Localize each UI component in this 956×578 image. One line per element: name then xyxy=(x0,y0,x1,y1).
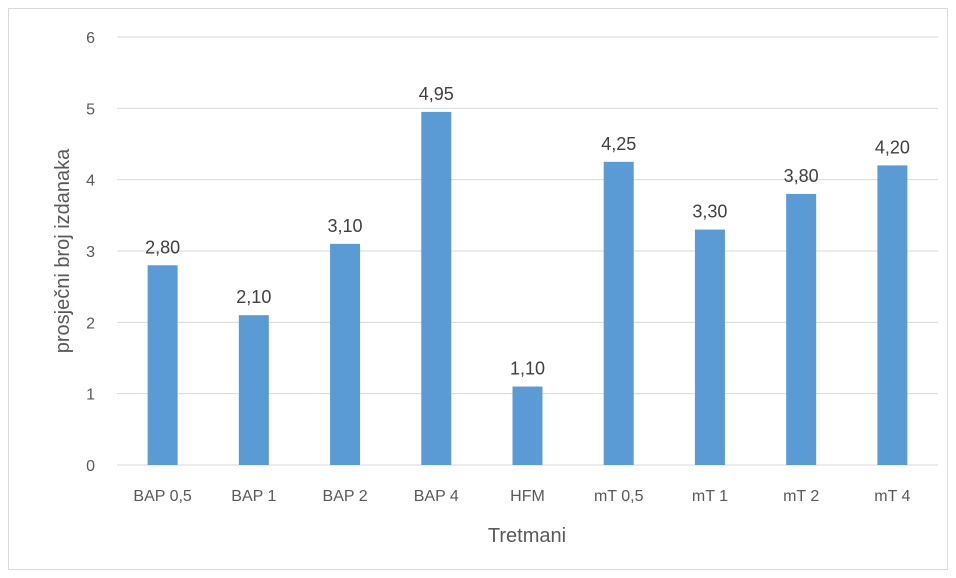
y-tick-label: 0 xyxy=(86,458,95,475)
bar xyxy=(147,265,178,465)
bar xyxy=(512,386,543,465)
data-label: 1,10 xyxy=(510,359,545,379)
data-label: 3,80 xyxy=(784,166,819,186)
data-label: 4,25 xyxy=(601,134,636,154)
data-label: 2,80 xyxy=(145,237,180,257)
y-tick-label: 1 xyxy=(86,387,95,404)
x-tick-label: BAP 4 xyxy=(414,488,459,505)
bar xyxy=(421,111,452,466)
x-axis-ticks: BAP 0,5 BAP 1 BAP 2 BAP 4 HFM mT 0,5 mT 1 mT 2 m… xyxy=(133,488,910,505)
bar xyxy=(877,165,908,465)
x-tick-label: mT 4 xyxy=(874,488,910,505)
x-tick-label: HFM xyxy=(510,488,545,505)
data-label: 4,95 xyxy=(419,84,454,104)
y-tick-label: 3 xyxy=(86,244,95,261)
y-tick-label: 6 xyxy=(86,30,95,47)
bar xyxy=(238,315,269,465)
data-label: 3,30 xyxy=(692,202,727,222)
x-tick-label: BAP 1 xyxy=(231,488,276,505)
bar xyxy=(603,161,634,466)
data-label: 4,20 xyxy=(875,137,910,157)
y-axis-ticks: 0 1 2 3 4 5 6 xyxy=(86,30,95,475)
data-labels: 2,80 2,10 3,10 4,95 1,10 4,25 3,30 3,80 4,20 xyxy=(145,84,910,379)
x-tick-label: mT 2 xyxy=(783,488,819,505)
data-label: 2,10 xyxy=(236,287,271,307)
y-tick-label: 2 xyxy=(86,315,95,332)
data-label: 3,10 xyxy=(328,216,363,236)
x-tick-label: mT 1 xyxy=(692,488,728,505)
bars xyxy=(147,111,908,466)
x-tick-label: BAP 2 xyxy=(323,488,368,505)
x-axis-title: Tretmani xyxy=(488,525,566,547)
x-tick-label: BAP 0,5 xyxy=(133,488,192,505)
y-tick-label: 4 xyxy=(86,173,95,190)
bar xyxy=(694,229,725,465)
y-axis-title: prosječni broj izdanaka xyxy=(52,148,74,353)
x-tick-label: mT 0,5 xyxy=(594,488,644,505)
bar xyxy=(786,193,817,465)
bar xyxy=(330,243,361,465)
y-tick-label: 5 xyxy=(86,101,95,118)
